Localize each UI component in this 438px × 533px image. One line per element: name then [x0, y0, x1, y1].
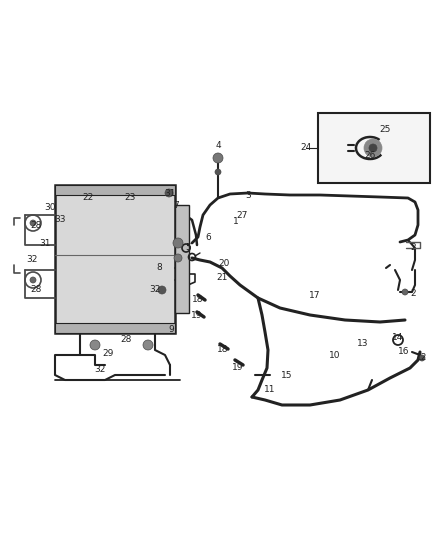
Text: 25: 25 — [379, 125, 391, 134]
Circle shape — [419, 355, 425, 361]
Text: 14: 14 — [392, 333, 404, 342]
Text: 15: 15 — [281, 372, 293, 381]
Text: 20: 20 — [218, 260, 230, 269]
Circle shape — [174, 254, 182, 262]
Bar — [55, 185, 175, 333]
Text: 21: 21 — [216, 273, 228, 282]
Circle shape — [215, 169, 221, 175]
Text: 24: 24 — [300, 143, 311, 152]
Text: 2: 2 — [410, 244, 416, 253]
Text: 32: 32 — [94, 366, 106, 375]
Circle shape — [364, 139, 382, 157]
Text: 19: 19 — [232, 362, 244, 372]
Text: 13: 13 — [357, 340, 369, 349]
Bar — [318, 113, 430, 183]
Text: 23: 23 — [124, 192, 136, 201]
Text: 5: 5 — [185, 244, 191, 253]
Bar — [55, 323, 175, 333]
Text: 27: 27 — [237, 211, 247, 220]
Text: 17: 17 — [309, 290, 321, 300]
Text: 4: 4 — [215, 141, 221, 149]
Circle shape — [173, 238, 183, 248]
Circle shape — [158, 286, 166, 294]
Text: 18: 18 — [217, 345, 229, 354]
Text: 16: 16 — [398, 348, 410, 357]
Text: 32: 32 — [26, 255, 38, 264]
Text: 31: 31 — [39, 238, 51, 247]
Text: 28: 28 — [30, 221, 42, 230]
Circle shape — [213, 153, 223, 163]
Text: 18: 18 — [192, 295, 204, 304]
Text: 9: 9 — [168, 326, 174, 335]
Text: 7: 7 — [173, 200, 179, 209]
Text: 31: 31 — [164, 189, 176, 198]
Text: 12: 12 — [416, 353, 427, 362]
Text: 8: 8 — [156, 263, 162, 272]
Text: 11: 11 — [264, 385, 276, 394]
Circle shape — [369, 144, 377, 152]
Text: 10: 10 — [329, 351, 341, 359]
Text: 32: 32 — [149, 286, 161, 295]
Circle shape — [30, 277, 36, 283]
Text: 6: 6 — [205, 232, 211, 241]
Text: 2: 2 — [410, 289, 416, 298]
Text: 1: 1 — [233, 217, 239, 227]
Text: 30: 30 — [44, 203, 56, 212]
Text: 19: 19 — [191, 311, 203, 319]
Text: 26: 26 — [364, 150, 376, 159]
Circle shape — [90, 340, 100, 350]
Circle shape — [402, 289, 408, 295]
Bar — [55, 185, 175, 195]
Text: 28: 28 — [30, 286, 42, 295]
Text: 29: 29 — [102, 349, 114, 358]
Text: 33: 33 — [54, 215, 66, 224]
Text: 22: 22 — [82, 192, 94, 201]
Bar — [175, 205, 189, 313]
Circle shape — [30, 220, 36, 226]
Circle shape — [143, 340, 153, 350]
Text: 28: 28 — [120, 335, 132, 344]
Circle shape — [165, 189, 173, 197]
Text: 3: 3 — [245, 191, 251, 200]
